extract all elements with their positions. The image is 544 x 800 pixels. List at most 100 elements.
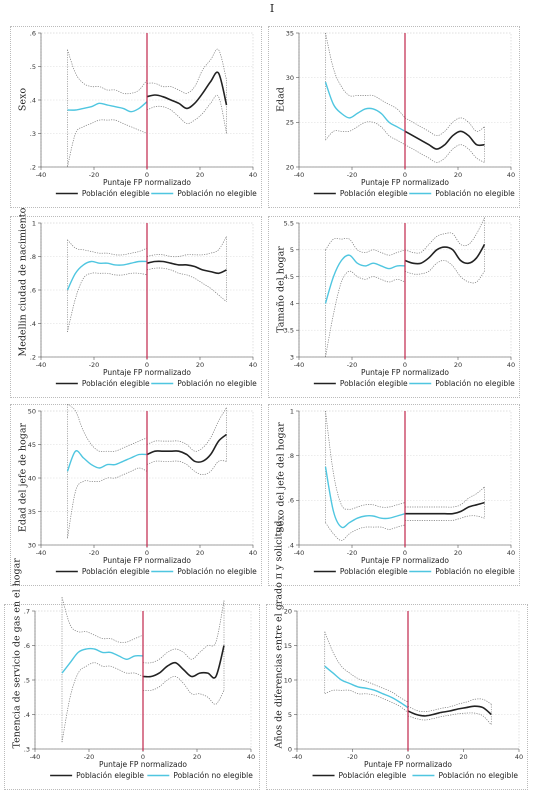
x-tick-label: 0	[145, 549, 149, 557]
series-line-no-elegible	[67, 101, 148, 113]
y-tick-label: .3	[24, 745, 30, 753]
ci-upper-line	[146, 407, 227, 452]
ci-upper-line	[405, 486, 485, 508]
x-tick-label: 40	[507, 549, 515, 557]
y-tick-label: 35	[28, 508, 36, 516]
y-tick-label: .6	[24, 642, 30, 650]
y-tick-label: .3	[30, 130, 36, 138]
x-tick-label: 40	[249, 549, 257, 557]
chart-panel-tamano-hogar: Tamaño del hogar 3 3.5 4 4.5 5 5.5 -40 -20 0 20 40 P…	[268, 216, 520, 398]
series-line-elegible	[146, 433, 228, 463]
x-axis-title: Puntaje FP normalizado	[364, 760, 452, 769]
y-tick-label: 4.5	[284, 273, 294, 281]
x-tick-label: 40	[249, 361, 257, 369]
y-tick-label: .4	[24, 711, 30, 719]
x-axis-title: Puntaje FP normalizado	[103, 556, 191, 565]
x-tick-label: -40	[30, 753, 41, 761]
x-tick-label: -20	[89, 361, 100, 369]
ci-lower-line	[61, 662, 144, 743]
x-tick-label: 40	[247, 753, 255, 761]
x-tick-label: -40	[294, 549, 305, 557]
ci-lower-line	[405, 515, 485, 521]
series-line-no-elegible	[66, 260, 148, 291]
ci-upper-line	[67, 49, 148, 95]
x-tick-label: -20	[347, 361, 358, 369]
series-line-no-elegible	[61, 647, 144, 674]
series-line-elegible	[146, 260, 227, 275]
x-axis-title: Puntaje FP normalizado	[103, 178, 191, 187]
legend-label-elegible: Población elegible	[76, 771, 144, 780]
x-tick-label: 20	[193, 753, 201, 761]
x-axis-title: Puntaje FP normalizado	[361, 368, 449, 377]
x-axis-title: Puntaje FP normalizado	[103, 368, 191, 377]
chart-panel-sexo-jefe: Sexo del jefe del hogar .4.6.8 1 -40 -20 0 20 4…	[268, 404, 520, 586]
chart-panel-edad: Edad 20 25 30 35 -40 -20 0 20 40 Puntaje FP normal…	[268, 26, 520, 208]
chart-panel-gas: Tenencia de servicio de gas en el hogar.…	[4, 558, 260, 790]
legend-label-no-elegible: Población no elegible	[438, 771, 518, 780]
y-tick-label: 10	[284, 676, 292, 684]
y-tick-label: 3	[290, 353, 294, 361]
legend-label-no-elegible: Población no elegible	[177, 567, 257, 576]
ci-lower-line	[325, 270, 406, 358]
y-tick-label: 15	[284, 642, 292, 650]
ci-lower-line	[325, 121, 406, 145]
ci-lower-line	[142, 676, 225, 705]
ci-lower-line	[67, 119, 148, 168]
y-tick-label: .6	[30, 29, 36, 37]
y-tick-label: .6	[30, 286, 36, 294]
x-tick-label: 0	[145, 171, 149, 179]
chart-panel-sexo: Sexo .2.3.4.5.6 -40 -20 0 20 40 Puntaje FP norm…	[10, 26, 262, 208]
ci-upper-line	[325, 410, 406, 510]
ci-upper-line	[325, 237, 406, 256]
series-line-elegible	[404, 244, 486, 265]
series-line-elegible	[405, 501, 485, 515]
series-line-elegible	[142, 645, 225, 679]
x-tick-label: -40	[36, 361, 47, 369]
y-tick-label: .5	[24, 676, 30, 684]
x-tick-label: 20	[454, 171, 462, 179]
chart-panel-edad-jefe: Edad del jefe de hogar 30 35 40 45 50 -40 -20 0 2…	[10, 404, 262, 586]
legend-label-no-elegible: Población no elegible	[177, 379, 257, 388]
x-axis-title: Puntaje FP normalizado	[361, 556, 449, 565]
legend-label-no-elegible: Población no elegible	[435, 567, 515, 576]
legend-label-elegible: Población elegible	[340, 379, 408, 388]
x-tick-label: 40	[515, 753, 523, 761]
x-tick-label: 40	[507, 361, 515, 369]
y-tick-label: 40	[28, 474, 36, 482]
ci-lower-line	[404, 260, 485, 284]
y-tick-label: 4	[290, 300, 294, 308]
x-tick-label: -20	[347, 549, 358, 557]
legend-label-elegible: Población elegible	[82, 379, 150, 388]
x-tick-label: -40	[36, 549, 47, 557]
ci-lower-line	[146, 267, 227, 302]
y-tick-label: 1	[290, 407, 294, 415]
series-line-elegible	[404, 130, 485, 150]
series-line-elegible	[407, 705, 492, 717]
y-tick-label: 20	[284, 607, 292, 615]
y-tick-label: 5.5	[284, 219, 294, 227]
ci-lower-line	[324, 689, 409, 713]
series-line-elegible	[146, 71, 228, 110]
y-tick-label: 25	[286, 119, 294, 127]
chart-svg: 20 25 30 35 -40 -20 0 20 40 Puntaje FP normalizad…	[286, 29, 515, 198]
ci-upper-line	[146, 48, 227, 94]
chart-svg: 3 3.5 4 4.5 5 5.5 -40 -20 0 20 40 Puntaje FP normal…	[284, 217, 515, 388]
y-tick-label: 3.5	[284, 327, 294, 335]
y-tick-label: .8	[30, 253, 36, 261]
ci-upper-line	[67, 239, 148, 256]
x-tick-label: 40	[249, 171, 257, 179]
x-axis-title: Puntaje FP normalizado	[99, 760, 187, 769]
chart-panel-medellin: Medellin ciudad de nacimiento .2.4.6.8 1 -4…	[10, 208, 262, 398]
legend-label-elegible: Población elegible	[340, 189, 408, 198]
y-tick-label: .6	[288, 497, 294, 505]
ci-lower-line	[67, 272, 148, 332]
x-tick-label: -40	[294, 171, 305, 179]
chart-svg: .2 .3 .4 .5 .6 -40 -20 0 20 40 Puntaje FP normaliz…	[30, 29, 257, 198]
x-tick-label: 20	[196, 361, 204, 369]
y-tick-label: 5	[290, 246, 294, 254]
x-tick-label: -20	[347, 171, 358, 179]
y-tick-label: .4	[30, 320, 36, 328]
series-line-no-elegible	[324, 665, 409, 709]
ci-upper-line	[146, 236, 227, 258]
x-tick-label: 20	[454, 361, 462, 369]
